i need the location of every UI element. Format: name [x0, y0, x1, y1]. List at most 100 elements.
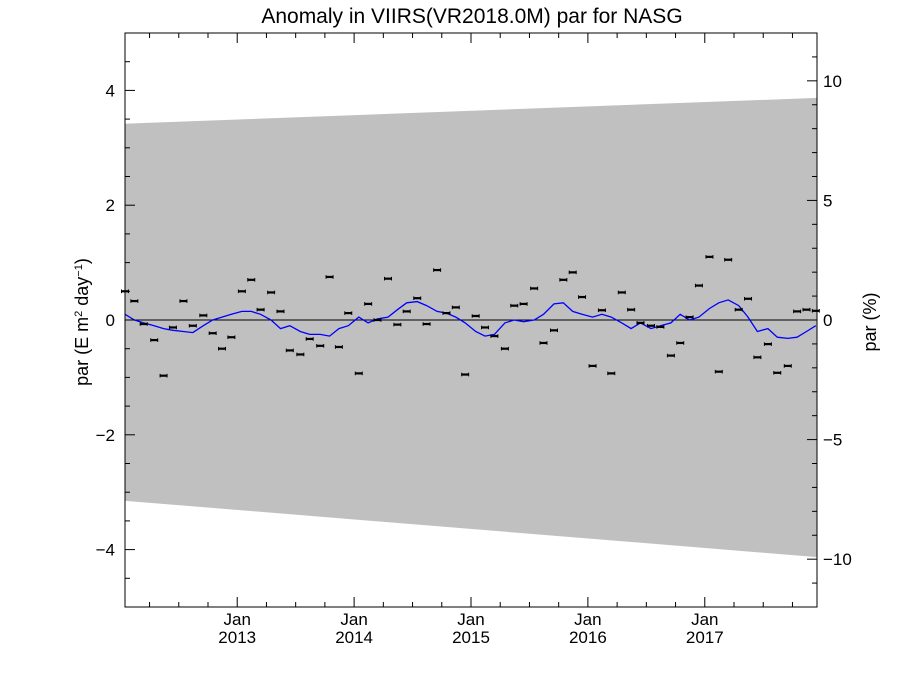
x-tick-month-label: Jan: [574, 610, 601, 629]
anomaly-point: [724, 257, 733, 262]
y-right-tick-label: 10: [823, 72, 842, 91]
anomaly-point: [773, 371, 782, 375]
anomaly-point: [490, 334, 499, 338]
anomaly-point: [247, 278, 256, 282]
anomaly-point: [413, 296, 422, 300]
anomaly-point: [384, 276, 393, 281]
anomaly-point: [802, 307, 811, 312]
x-tick-year-label: 2013: [218, 628, 256, 647]
anomaly-point: [168, 325, 177, 330]
axes: 420−2−41050−5−10Jan2013Jan2014Jan2015Jan…: [96, 32, 852, 647]
anomaly-point: [714, 369, 723, 374]
y-left-tick-label: 4: [106, 81, 115, 100]
anomaly-point: [199, 313, 208, 318]
y-right-tick-label: 0: [823, 311, 832, 330]
anomaly-point: [656, 325, 665, 329]
anomaly-point: [694, 283, 703, 288]
anomaly-point: [753, 355, 762, 360]
anomaly-point: [744, 296, 753, 301]
x-tick-year-label: 2016: [569, 628, 607, 647]
anomaly-point: [471, 314, 480, 318]
x-tick-month-label: Jan: [691, 610, 718, 629]
y-label-left-part-2: day: [72, 277, 92, 311]
anomaly-point: [159, 373, 168, 378]
anomaly-point: [325, 275, 334, 279]
anomaly-point: [316, 344, 325, 348]
anomaly-point: [422, 322, 431, 326]
anomaly-point: [334, 345, 343, 349]
anomaly-point: [705, 255, 714, 259]
anomaly-point: [188, 323, 197, 328]
y-right-tick-label: 5: [823, 191, 832, 210]
anomaly-point: [783, 364, 792, 368]
anomaly-point: [568, 270, 577, 275]
anomaly-point: [597, 308, 606, 313]
anomaly-point: [530, 286, 539, 291]
anomaly-point: [393, 322, 402, 327]
anomaly-point: [139, 322, 148, 326]
smoothed-anomaly-line: [124, 299, 817, 340]
y-label-left-sup-1: 2: [73, 311, 85, 317]
x-tick-month-label: Jan: [340, 610, 367, 629]
anomaly-point: [811, 309, 820, 313]
anomaly-point: [578, 295, 587, 299]
anomaly-point: [354, 371, 363, 376]
anomaly-point: [734, 307, 743, 312]
anomaly-point: [227, 335, 236, 340]
anomaly-point: [256, 307, 265, 312]
anomaly-point: [481, 325, 490, 330]
y-axis-label-left: par (E m2 day−1): [72, 258, 92, 386]
anomaly-point: [433, 268, 442, 272]
anomaly-point: [461, 372, 470, 377]
anomaly-point: [510, 303, 519, 308]
anomaly-point: [666, 353, 675, 358]
x-tick-year-label: 2015: [452, 628, 490, 647]
anomaly-point: [617, 290, 626, 295]
x-tick-year-label: 2017: [686, 628, 724, 647]
anomaly-point: [519, 302, 528, 306]
anomaly-point: [373, 318, 382, 322]
anomaly-point: [305, 337, 314, 341]
anomaly-point: [130, 299, 139, 303]
y-right-tick-label: −5: [823, 431, 842, 450]
anomaly-point: [685, 315, 694, 319]
anomaly-point: [627, 307, 636, 312]
y-left-tick-label: −4: [96, 541, 115, 560]
anomaly-point: [276, 309, 285, 314]
anomaly-point: [607, 371, 616, 376]
anomaly-point: [451, 305, 460, 310]
x-tick-month-label: Jan: [457, 610, 484, 629]
anomaly-point: [549, 328, 558, 333]
y-label-left-part-3: ): [72, 258, 92, 264]
y-left-tick-label: 0: [106, 311, 115, 330]
anomaly-point: [559, 278, 568, 282]
anomaly-point: [267, 290, 276, 295]
anomaly-point: [500, 346, 509, 351]
anomaly-point: [636, 321, 645, 325]
chart-title: Anomaly in VIIRS(VR2018.0M) par for NASG: [261, 5, 682, 28]
y-label-left-sup-2: −1: [73, 264, 85, 277]
y-left-tick-label: −2: [96, 426, 115, 445]
anomaly-point: [647, 323, 656, 328]
anomaly-point: [208, 331, 217, 336]
anomaly-point: [442, 311, 451, 315]
anomaly-point: [285, 348, 294, 353]
y-right-tick-label: −10: [823, 550, 852, 569]
anomaly-point: [793, 309, 802, 314]
x-tick-month-label: Jan: [224, 610, 251, 629]
anomaly-point: [588, 364, 597, 368]
anomaly-point: [539, 341, 548, 345]
anomaly-point: [344, 311, 353, 315]
anomaly-point: [296, 352, 305, 357]
anomaly-point: [150, 338, 159, 342]
plot-area: [121, 97, 820, 558]
anomaly-point: [763, 342, 772, 346]
anomaly-point: [218, 346, 227, 351]
anomaly-point: [237, 289, 246, 294]
y-axis-label-right: par (%): [860, 292, 880, 351]
anomaly-point: [676, 341, 685, 345]
anomaly-point: [179, 299, 188, 303]
anomaly-point: [402, 309, 411, 314]
y-left-tick-label: 2: [106, 196, 115, 215]
